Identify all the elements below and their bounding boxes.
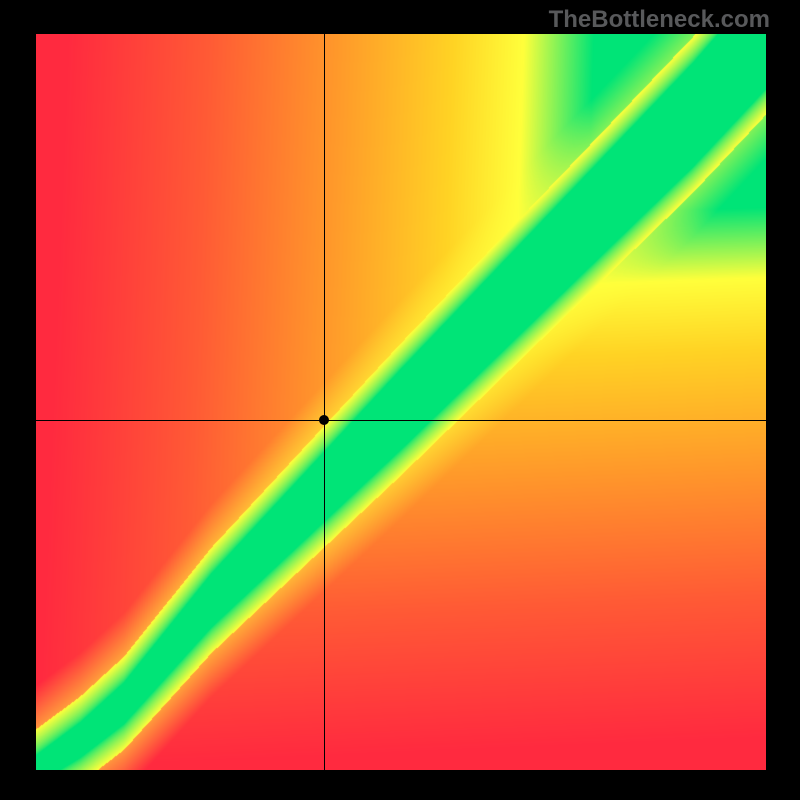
watermark-text: TheBottleneck.com xyxy=(549,6,770,34)
marker-dot xyxy=(319,415,329,425)
heatmap-canvas xyxy=(36,34,766,770)
chart-frame: TheBottleneck.com xyxy=(0,0,800,800)
plot-area xyxy=(36,34,766,770)
crosshair-horizontal xyxy=(36,420,766,421)
crosshair-vertical xyxy=(324,34,325,770)
